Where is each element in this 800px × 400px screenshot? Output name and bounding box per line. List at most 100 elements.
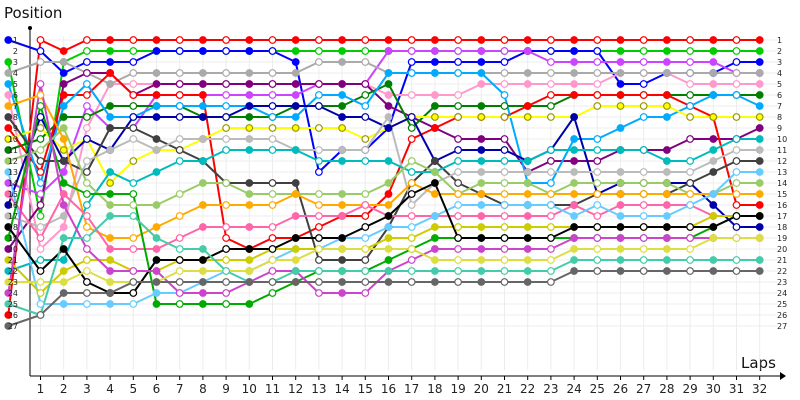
y-tick-label-left: 25: [8, 300, 18, 309]
data-point: [82, 168, 91, 176]
data-point: [686, 47, 694, 55]
data-point: [407, 135, 416, 143]
data-point: [407, 234, 416, 242]
data-point: [454, 47, 463, 55]
data-point: [616, 102, 625, 110]
data-point: [454, 58, 463, 66]
data-point: [315, 146, 323, 154]
axes: [28, 26, 786, 380]
data-point: [82, 157, 91, 165]
data-point: [59, 168, 68, 176]
data-point: [106, 190, 114, 198]
data-point: [222, 289, 231, 297]
data-point: [129, 179, 138, 187]
data-point: [407, 223, 416, 231]
data-point: [454, 179, 463, 187]
data-point: [686, 36, 694, 44]
x-tick-label: 5: [129, 382, 137, 396]
data-point: [245, 256, 254, 264]
x-tick-label: 9: [222, 382, 230, 396]
data-point: [245, 179, 254, 187]
x-tick-label: 31: [729, 382, 744, 396]
data-point: [361, 267, 370, 275]
data-point: [547, 256, 555, 264]
data-point: [268, 179, 277, 187]
data-point: [268, 91, 277, 99]
y-tick-label-right: 4: [777, 69, 782, 78]
data-point: [500, 201, 509, 209]
data-point: [407, 245, 416, 253]
data-point: [175, 146, 184, 154]
data-point: [82, 113, 91, 121]
y-tick-label-left: 19: [8, 234, 18, 243]
data-point: [384, 69, 393, 77]
data-point: [129, 36, 138, 44]
x-tick-label: 1: [37, 382, 45, 396]
x-tick-label: 24: [566, 382, 581, 396]
data-point: [59, 278, 68, 286]
data-point: [222, 135, 231, 143]
y-tick-label-left: 12: [8, 157, 18, 166]
data-point: [4, 311, 13, 319]
x-tick-label: 8: [199, 382, 207, 396]
data-point: [222, 267, 231, 275]
y-tick-label-right: 18: [777, 223, 787, 232]
data-point: [106, 102, 114, 110]
data-point: [59, 146, 68, 154]
data-point: [36, 80, 45, 88]
data-point: [547, 47, 555, 55]
y-tick-label-left: 16: [8, 201, 18, 210]
data-point: [106, 300, 114, 308]
data-point: [407, 278, 416, 286]
data-point: [106, 47, 114, 55]
data-point: [4, 223, 13, 231]
data-point: [198, 245, 207, 253]
data-point: [732, 113, 741, 121]
data-point: [175, 113, 184, 121]
data-point: [152, 47, 161, 55]
data-point: [431, 168, 439, 176]
data-point: [198, 80, 207, 88]
data-point: [593, 58, 602, 66]
x-tick-label: 4: [106, 382, 114, 396]
data-point: [4, 36, 13, 44]
data-point: [129, 47, 138, 55]
data-point: [129, 212, 138, 220]
data-point: [593, 168, 602, 176]
x-tick-label: 13: [311, 382, 326, 396]
data-point: [616, 234, 625, 242]
data-point: [4, 212, 13, 220]
data-point: [616, 267, 625, 275]
data-point: [152, 102, 161, 110]
data-point: [523, 190, 532, 198]
data-point: [639, 234, 648, 242]
data-point: [755, 190, 764, 198]
data-point: [431, 190, 439, 198]
y-tick-label-left: 7: [13, 102, 18, 111]
data-point: [384, 47, 393, 55]
data-point: [268, 47, 277, 55]
y-tick-label-right: 17: [777, 212, 787, 221]
data-point: [663, 223, 671, 231]
data-point: [106, 289, 114, 297]
data-point: [384, 223, 393, 231]
data-point: [268, 80, 277, 88]
data-point: [59, 157, 68, 165]
data-point: [454, 102, 463, 110]
data-point: [639, 80, 648, 88]
data-point: [59, 102, 68, 110]
data-point: [616, 212, 625, 220]
data-point: [709, 80, 718, 88]
data-point: [384, 201, 393, 209]
data-point: [477, 102, 486, 110]
data-point: [407, 113, 416, 121]
data-point: [709, 113, 718, 121]
data-point: [454, 234, 463, 242]
data-point: [291, 190, 300, 198]
data-point: [338, 267, 347, 275]
data-point: [686, 102, 694, 110]
data-point: [686, 157, 694, 165]
data-point: [570, 234, 578, 242]
data-point: [4, 278, 13, 286]
data-point: [639, 113, 648, 121]
